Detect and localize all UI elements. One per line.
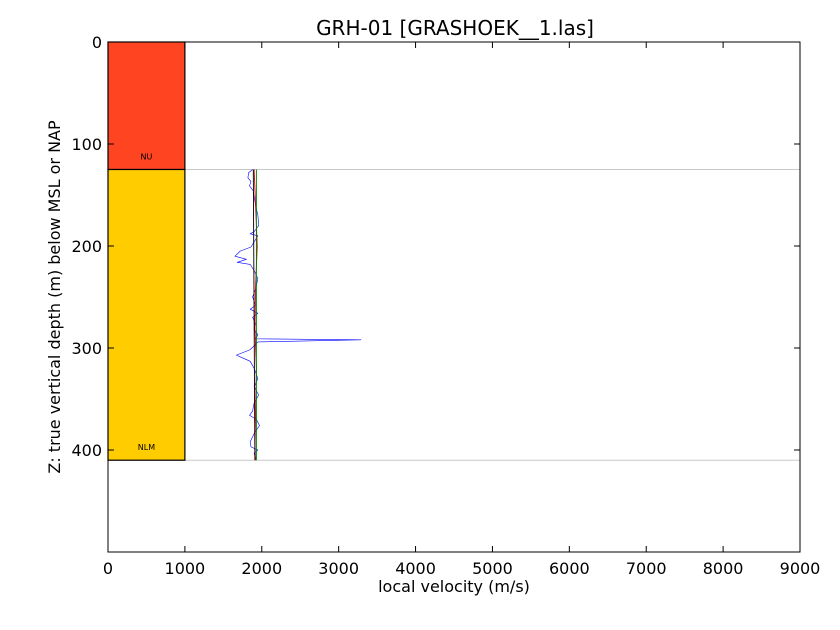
units-layer: NU NLM bbox=[107, 41, 186, 461]
x-tick-label-4: 4000 bbox=[395, 559, 436, 578]
y-axis-label: Z: true vertical depth (m) below MSL or … bbox=[45, 120, 64, 474]
y-tick-label-4: 400 bbox=[71, 441, 102, 460]
x-tick-label-9: 9000 bbox=[780, 559, 821, 578]
unit-box-nlm bbox=[107, 168, 186, 461]
unit-label-nlm: NLM bbox=[138, 443, 155, 452]
plot-area bbox=[108, 42, 800, 552]
y-axis: 0 100 200 300 400 bbox=[71, 33, 800, 460]
x-axis: 0 1000 2000 3000 4000 5000 6000 7000 8000 9000 bbox=[103, 42, 820, 578]
x-tick-label-8: 8000 bbox=[703, 559, 744, 578]
y-tick-label-1: 100 bbox=[71, 135, 102, 154]
x-tick-label-5: 5000 bbox=[472, 559, 513, 578]
chart-title: GRH-01 [GRASHOEK__1.las] bbox=[316, 16, 594, 40]
plot-frame bbox=[107, 41, 801, 553]
x-tick-label-0: 0 bbox=[103, 559, 113, 578]
x-axis-label: local velocity (m/s) bbox=[378, 577, 530, 596]
y-tick-label-2: 200 bbox=[71, 237, 102, 256]
x-tick-label-6: 6000 bbox=[549, 559, 590, 578]
y-tick-label-0: 0 bbox=[92, 33, 102, 52]
horizons-layer bbox=[108, 169, 800, 461]
unit-box-nu bbox=[107, 41, 186, 171]
series-line-3 bbox=[252, 169, 256, 461]
series-layer bbox=[234, 169, 362, 461]
y-tick-label-3: 300 bbox=[71, 339, 102, 358]
unit-label-nu: NU bbox=[141, 153, 153, 162]
x-tick-label-2: 2000 bbox=[241, 559, 282, 578]
x-tick-label-3: 3000 bbox=[318, 559, 359, 578]
x-tick-label-7: 7000 bbox=[626, 559, 667, 578]
x-tick-label-1: 1000 bbox=[165, 559, 206, 578]
